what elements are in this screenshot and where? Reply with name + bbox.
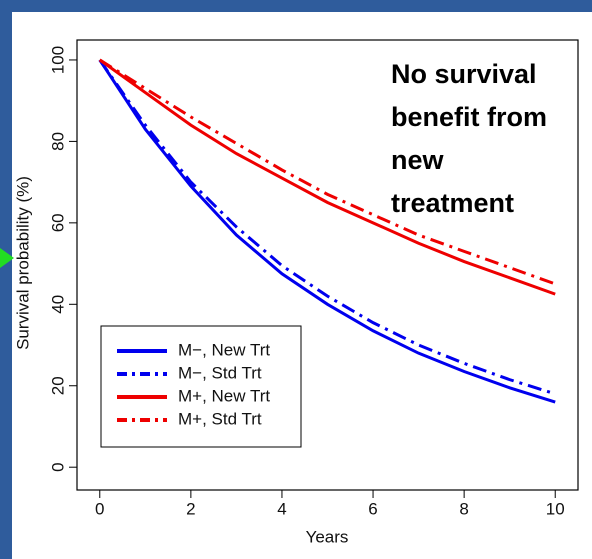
series-line [98, 58, 556, 296]
plot-frame [76, 39, 579, 491]
legend-label: M+, New Trt [178, 386, 270, 405]
x-axis-label: Years [306, 527, 349, 546]
annotation-line: new [391, 145, 445, 175]
annotation-line: treatment [391, 188, 514, 218]
legend-label: M−, Std Trt [178, 363, 262, 382]
annotation-line: No survival [391, 59, 537, 89]
series-line [98, 59, 556, 396]
x-tick-label: 2 [186, 499, 195, 518]
y-tick-label: 20 [48, 376, 67, 395]
x-tick-label: 8 [459, 499, 468, 518]
y-axis-label: Survival probability (%) [13, 176, 32, 350]
x-tick-label: 10 [546, 499, 565, 518]
annotation-line: benefit from [391, 102, 547, 132]
series-line [98, 59, 556, 404]
annotation: No survival benefit from new treatment [391, 59, 547, 218]
x-tick-label: 6 [368, 499, 377, 518]
legend-label: M−, New Trt [178, 340, 270, 359]
y-tick-label: 40 [48, 295, 67, 314]
series-line [98, 58, 556, 286]
y-tick-label: 0 [48, 462, 67, 471]
pointer-triangle [0, 248, 14, 268]
legend-box [100, 325, 302, 448]
x-tick-label: 4 [277, 499, 286, 518]
y-tick-label: 60 [48, 213, 67, 232]
x-tick-label: 0 [95, 499, 104, 518]
legend-label: M+, Std Trt [178, 409, 262, 428]
y-tick-label: 100 [48, 46, 67, 74]
y-tick-label: 80 [48, 132, 67, 151]
